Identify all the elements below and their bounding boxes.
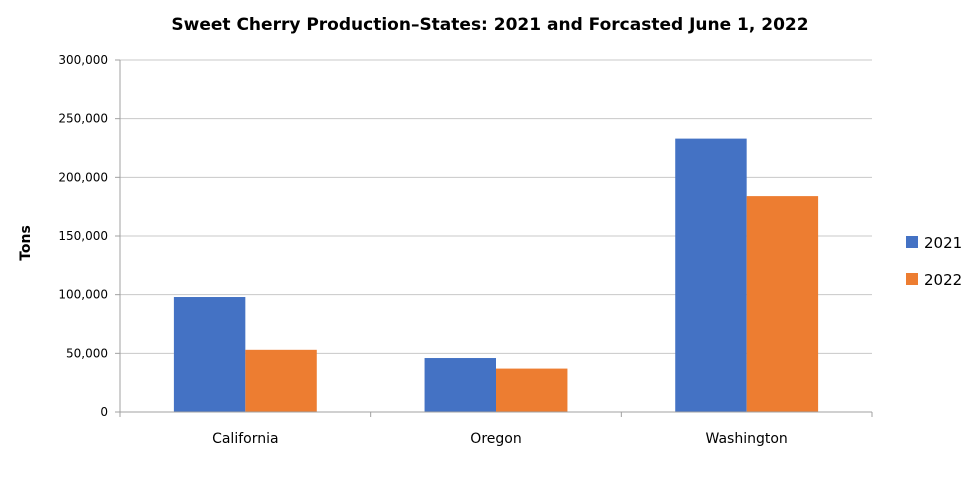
bar-2021-oregon [424, 358, 496, 412]
bar-2022-california [245, 349, 317, 412]
y-tick-label: 300,000 [58, 53, 108, 67]
y-tick-label: 50,000 [66, 346, 108, 360]
y-tick-labels: 0 50,000 100,000 150,000 200,000 250,000 300,0… [58, 53, 120, 419]
y-tick-label: 0 [100, 405, 108, 419]
x-category-label: California [212, 431, 278, 447]
bar-2022-oregon [496, 368, 568, 412]
bars [173, 138, 819, 412]
y-tick-label: 100,000 [58, 288, 108, 302]
y-tick-label: 250,000 [58, 112, 108, 126]
legend-label: 2022 [924, 271, 962, 289]
bar-2022-washington [746, 196, 819, 412]
x-category-label: Washington [706, 431, 788, 447]
y-tick-label: 150,000 [58, 229, 108, 243]
y-axis-label: Tons [18, 225, 34, 261]
bar-2021-washington [675, 138, 747, 412]
x-category-labels: California Oregon Washington [212, 431, 788, 447]
x-category-label: Oregon [470, 431, 521, 447]
bar-2021-california [173, 297, 246, 412]
y-tick-label: 200,000 [58, 170, 108, 184]
chart-title: Sweet Cherry Production–States: 2021 and… [171, 15, 808, 35]
legend-swatch [906, 236, 918, 248]
legend-label: 2021 [924, 234, 962, 252]
legend-swatch [906, 273, 918, 285]
legend: 2021 2022 [906, 234, 962, 289]
